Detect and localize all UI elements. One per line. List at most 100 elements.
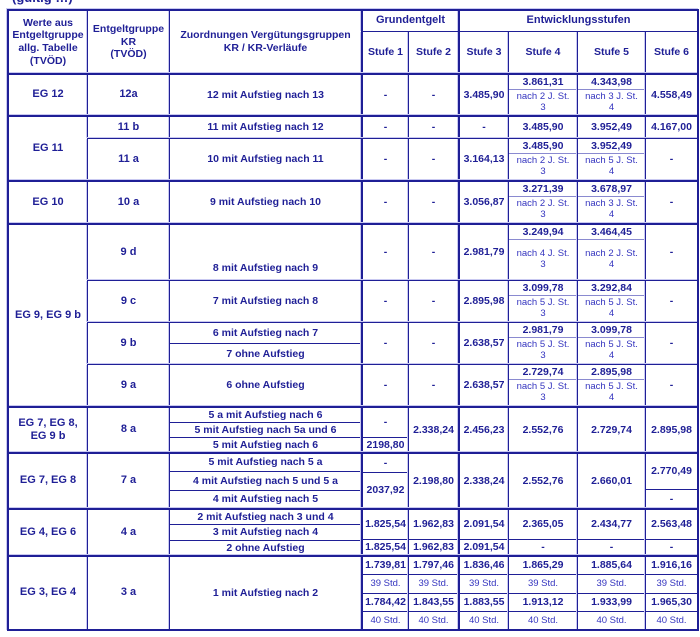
stufe-5-cell: 3.099,78 nach 5 J. St. 4 <box>577 323 645 364</box>
stufe-4-cell: 2.365,05 - <box>508 510 577 555</box>
stufe-6-value: 2.770,49 <box>651 465 692 478</box>
stufe-3-hours-39: 39 Std. <box>460 574 508 592</box>
stufe-3-value: - <box>458 117 508 138</box>
stufe-4-cell: 3.099,78 nach 5 J. St. 3 <box>508 281 577 322</box>
kr-label: 11 a <box>87 139 169 180</box>
stufe-5-note: nach 2 J. St. 4 <box>578 239 645 280</box>
kr-label: 9 c <box>87 281 169 322</box>
stufe-4-value: 3.485,90 <box>522 139 564 152</box>
stufe-1-cell: - 2198,80 <box>361 408 408 452</box>
row-8a: 8 a 5 a mit Aufstieg nach 6 5 mit Aufsti… <box>87 408 697 452</box>
kr-label: 4 a <box>87 510 169 555</box>
eg-label: EG 10 <box>32 195 64 208</box>
stufe-1-value: - <box>383 456 388 469</box>
stufe-4-value: 2.552,76 <box>508 454 577 508</box>
stufe-5-note: nach 5 J. St. 4 <box>578 295 645 322</box>
stufe-3-value: 2.091,54 <box>463 518 505 531</box>
stufe-5-note: nach 5 J. St. 4 <box>578 153 645 180</box>
zuordnung: 2 ohne Aufstieg <box>170 539 361 555</box>
row-10a: 10 a 9 mit Aufstieg nach 10 - - 3.056,87… <box>87 182 697 223</box>
section-eg78: EG 7, EG 8 7 a 5 mit Aufstieg nach 5 a 4… <box>9 452 697 508</box>
stufe-5-value: 2.434,77 <box>591 518 632 531</box>
stufe-6-value: 4.558,49 <box>645 75 697 115</box>
stufe-4-cell: 3.249,94 nach 4 J. St. 3 <box>508 225 577 280</box>
stufe-4-note: nach 5 J. St. 3 <box>509 337 577 364</box>
stufe-6-value: - <box>645 323 697 364</box>
stufe-6-value: - <box>645 225 697 280</box>
zuordnung: 5 a mit Aufstieg nach 6 <box>208 408 323 421</box>
stufe-5-value: 3.952,49 <box>577 117 645 138</box>
stufe-4-cell: 3.861,31 nach 2 J. St. 3 <box>508 75 577 115</box>
kr-label: 3 a <box>87 557 169 629</box>
stufe-6-value: - <box>645 182 697 223</box>
stufe-5-hours-40: 40 Std. <box>578 610 645 629</box>
stufe-3-value: 3.485,90 <box>458 75 508 115</box>
stufe-6-cell: 2.770,49 - <box>645 454 697 508</box>
row-4a: 4 a 2 mit Aufstieg nach 3 und 4 3 mit Au… <box>87 510 697 555</box>
header-entgeltgruppe-kr: Entgeltgruppe KR (TVÖD) <box>87 11 169 73</box>
stufe-5-value: 3.678,97 <box>591 182 632 195</box>
stufe-3-cell: 2.091,54 2.091,54 <box>458 510 508 555</box>
stufe-4-hours-40: 40 Std. <box>509 610 577 629</box>
row-3a: 3 a 1 mit Aufstieg nach 2 1.739,81 39 St… <box>87 557 697 629</box>
stufe-6-value: - <box>646 539 697 555</box>
header-stufe-3: Stufe 3 <box>458 32 508 73</box>
stufe-1-value: - <box>361 182 408 223</box>
stufe-3-value: 3.164,13 <box>458 139 508 180</box>
stufe-1-cell: - 2037,92 <box>361 454 408 508</box>
stufe-4-value: 3.485,90 <box>508 117 577 138</box>
section-eg789b: EG 7, EG 8, EG 9 b 8 a 5 a mit Aufstieg … <box>9 406 697 452</box>
stufe-6-value: 4.167,00 <box>645 117 697 138</box>
stufe-5-cell: 3.464,45 nach 2 J. St. 4 <box>577 225 645 280</box>
stufe-2-cell: 1.797,46 39 Std. 1.843,55 40 Std. <box>408 557 458 629</box>
stufe-1-hours-39: 39 Std. <box>363 574 408 592</box>
stufe-1-value: - <box>361 281 408 322</box>
stufe-4-value: 2.552,76 <box>508 408 577 452</box>
kr-label: 9 a <box>87 365 169 406</box>
eg-label: EG 11 <box>32 141 64 154</box>
stufe-5-value: 3.952,49 <box>591 139 632 152</box>
header-stufe-2: Stufe 2 <box>408 32 458 73</box>
row-9d: 9 d 8 mit Aufstieg nach 9 - - 2.981,79 3… <box>87 225 697 280</box>
stufe-6-value: 2.895,98 <box>645 408 697 452</box>
zuordnung: 8 mit Aufstieg nach 9 <box>169 225 361 280</box>
stufe-6-value-39: 1.916,16 <box>651 559 692 572</box>
stufe-1-cell: 1.739,81 39 Std. 1.784,42 40 Std. <box>361 557 408 629</box>
header-stufe-row: Stufe 1 Stufe 2 Stufe 3 Stufe 4 Stufe 5 … <box>361 32 697 73</box>
stufe-4-note: nach 5 J. St. 3 <box>509 295 577 322</box>
stufe-4-value: 3.271,39 <box>522 182 564 195</box>
row-11b: 11 b 11 mit Aufstieg nach 12 - - - 3.485… <box>87 117 697 138</box>
zuordnung: 3 mit Aufstieg nach 4 <box>170 524 361 539</box>
stufe-4-hours-39: 39 Std. <box>509 574 577 592</box>
stufe-3-value: 2.981,79 <box>458 225 508 280</box>
stufe-1-value: - <box>361 75 408 115</box>
stufe-4-cell: 3.271,39 nach 2 J. St. 3 <box>508 182 577 223</box>
stufe-3-value: 2.638,57 <box>458 323 508 364</box>
stufe-6-value: 2.563,48 <box>651 518 692 531</box>
stufe-5-value: 2.729,74 <box>577 408 645 452</box>
header-stufe-5: Stufe 5 <box>577 32 645 73</box>
stufe-5-note: nach 3 J. St. 4 <box>578 196 645 223</box>
stufe-5-value: - <box>578 539 645 555</box>
stufe-6-hours-39: 39 Std. <box>646 574 697 592</box>
stufe-2-value: 2.198,80 <box>408 454 458 508</box>
stufe-3-cell: 1.836,46 39 Std. 1.883,55 40 Std. <box>458 557 508 629</box>
zuordnung: 7 ohne Aufstieg <box>170 343 361 364</box>
stufe-1-value: - <box>361 323 408 364</box>
stufe-2-value: 2.338,24 <box>408 408 458 452</box>
stufe-5-value: 2.660,01 <box>577 454 645 508</box>
stufe-5-value: 3.099,78 <box>591 323 632 336</box>
stufe-5-hours-39: 39 Std. <box>578 574 645 592</box>
stufe-1-value: - <box>383 416 388 429</box>
header-grundentgelt: Grundentgelt <box>361 11 458 31</box>
zuordnung-stack: 5 a mit Aufstieg nach 6 5 mit Aufstieg n… <box>169 408 361 452</box>
stufe-4-value: - <box>509 539 577 555</box>
stufe-1-value: - <box>361 365 408 406</box>
kr-label: 12a <box>87 75 169 115</box>
stufe-6-cell: 1.916,16 39 Std. 1.965,30 40 Std. <box>645 557 697 629</box>
kr-label: 7 a <box>87 454 169 508</box>
stufe-4-value: 3.249,94 <box>522 225 564 238</box>
section-eg46: EG 4, EG 6 4 a 2 mit Aufstieg nach 3 und… <box>9 508 697 555</box>
stufe-5-value: 2.895,98 <box>591 365 632 378</box>
